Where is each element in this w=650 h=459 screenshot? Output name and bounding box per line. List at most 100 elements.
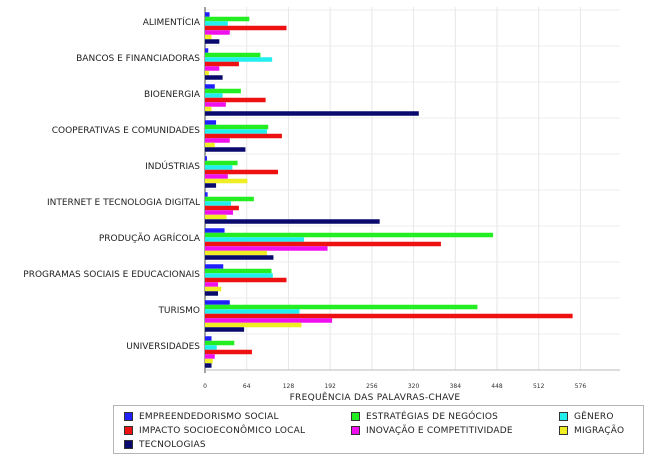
legend-label: TECNOLOGIAS [139,439,206,450]
bar [205,219,380,224]
category-label: PRODUÇÃO AGRÍCOLA [99,232,201,244]
bar [205,61,239,67]
legend-swatch [124,412,133,421]
bar [205,97,266,103]
category-label: UNIVERSIDADES [126,342,200,352]
bar [205,84,215,89]
legend-swatch [124,440,133,449]
bar [205,111,419,116]
bar [205,313,573,319]
x-tick-label: 320 [408,383,420,390]
x-tick-label: 256 [366,383,378,390]
legend: EMPREENDEDORISMO SOCIAL ESTRATÉGIAS DE N… [113,405,644,454]
x-tick-label: 384 [450,383,462,390]
bar [205,277,287,283]
legend-item: TECNOLOGIAS [124,438,206,451]
bar [205,174,228,179]
bar [205,214,227,220]
x-tick-label: 448 [491,383,503,390]
legend-item: EMPREENDEDORISMO SOCIAL [124,410,279,423]
bar [205,102,226,107]
x-tick-label: 64 [243,383,251,390]
bar [205,264,224,269]
bar [205,16,250,22]
bar [205,246,328,251]
x-axis-title: FREQUÊNCIA DAS PALAVRAS-CHAVE [290,391,461,403]
bar [205,39,220,44]
category-label: TURISMO [157,306,200,316]
bar [205,210,234,215]
legend-swatch [559,426,568,435]
bar [205,363,212,368]
legend-label: IMPACTO SOCIOECONÔMICO LOCAL [139,425,306,436]
legend-label: INOVAÇÃO E COMPETITIVIDADE [366,425,513,436]
bar [205,192,208,197]
bar [205,57,273,62]
bar [205,66,220,71]
legend-item: GÊNERO [559,410,614,423]
bar [205,196,254,202]
legend-swatch [559,412,568,421]
bar [205,322,302,328]
legend-label: MIGRAÇÃO [574,425,625,436]
category-label: BIOENERGIA [144,90,201,100]
legend-item: IMPACTO SOCIOECONÔMICO LOCAL [124,424,305,437]
bar [205,250,267,256]
bar [205,12,210,17]
bar [205,282,219,287]
bar [205,30,230,35]
category-label: BANCOS E FINANCIADORAS [76,54,200,64]
bar [205,34,212,40]
bar [205,286,222,292]
bar [205,304,478,310]
category-label: COOPERATIVAS E COMUNIDADES [52,126,201,136]
bar [205,268,272,274]
bar [205,21,228,26]
bar-series [205,12,573,368]
bar [205,300,230,305]
category-label: INDÚSTRIAS [145,160,200,172]
bar [205,70,209,76]
bar [205,129,267,134]
legend-item: INOVAÇÃO E COMPETITIVIDADE [351,424,513,437]
bar [205,124,269,130]
bar [205,327,245,332]
bar [205,237,305,242]
bar [205,336,212,341]
bar [205,120,217,125]
category-label: ALIMENTÍCIA [143,16,201,28]
bar [205,273,273,278]
bar [205,142,215,148]
bar [205,138,230,143]
category-label: PROGRAMAS SOCIAIS E EDUCACIONAIS [23,270,200,280]
x-tick-labels: 0 64 128 192 256 320 384 448 512 576 [203,383,586,390]
bar [205,201,232,206]
bar [205,106,212,112]
bar [205,48,209,53]
bar [205,183,217,188]
bar [205,358,213,364]
bar [205,232,494,238]
category-labels: ALIMENTÍCIA BANCOS E FINANCIADORAS BIOENER… [23,16,201,352]
bar [205,147,246,152]
bar [205,165,233,170]
x-tick-label: 0 [203,383,207,390]
bar [205,309,300,314]
x-tick-label: 128 [283,383,295,390]
legend-swatch [351,426,360,435]
x-tick-label: 512 [533,383,545,390]
bar [205,52,261,58]
legend-item: ESTRATÉGIAS DE NEGÓCIOS [351,410,498,423]
bar [205,133,282,139]
x-tick-label: 576 [575,383,587,390]
legend-swatch [124,426,133,435]
legend-label: GÊNERO [574,411,614,422]
bar [205,291,219,296]
bar [205,205,239,211]
bar [205,25,287,31]
bar [205,75,223,80]
bar-chart: ALIMENTÍCIA BANCOS E FINANCIADORAS BIOENER… [23,7,620,403]
legend-swatch [351,412,360,421]
bar [205,228,225,233]
category-label: INTERNET E TECNOLOGIA DIGITAL [47,198,200,208]
